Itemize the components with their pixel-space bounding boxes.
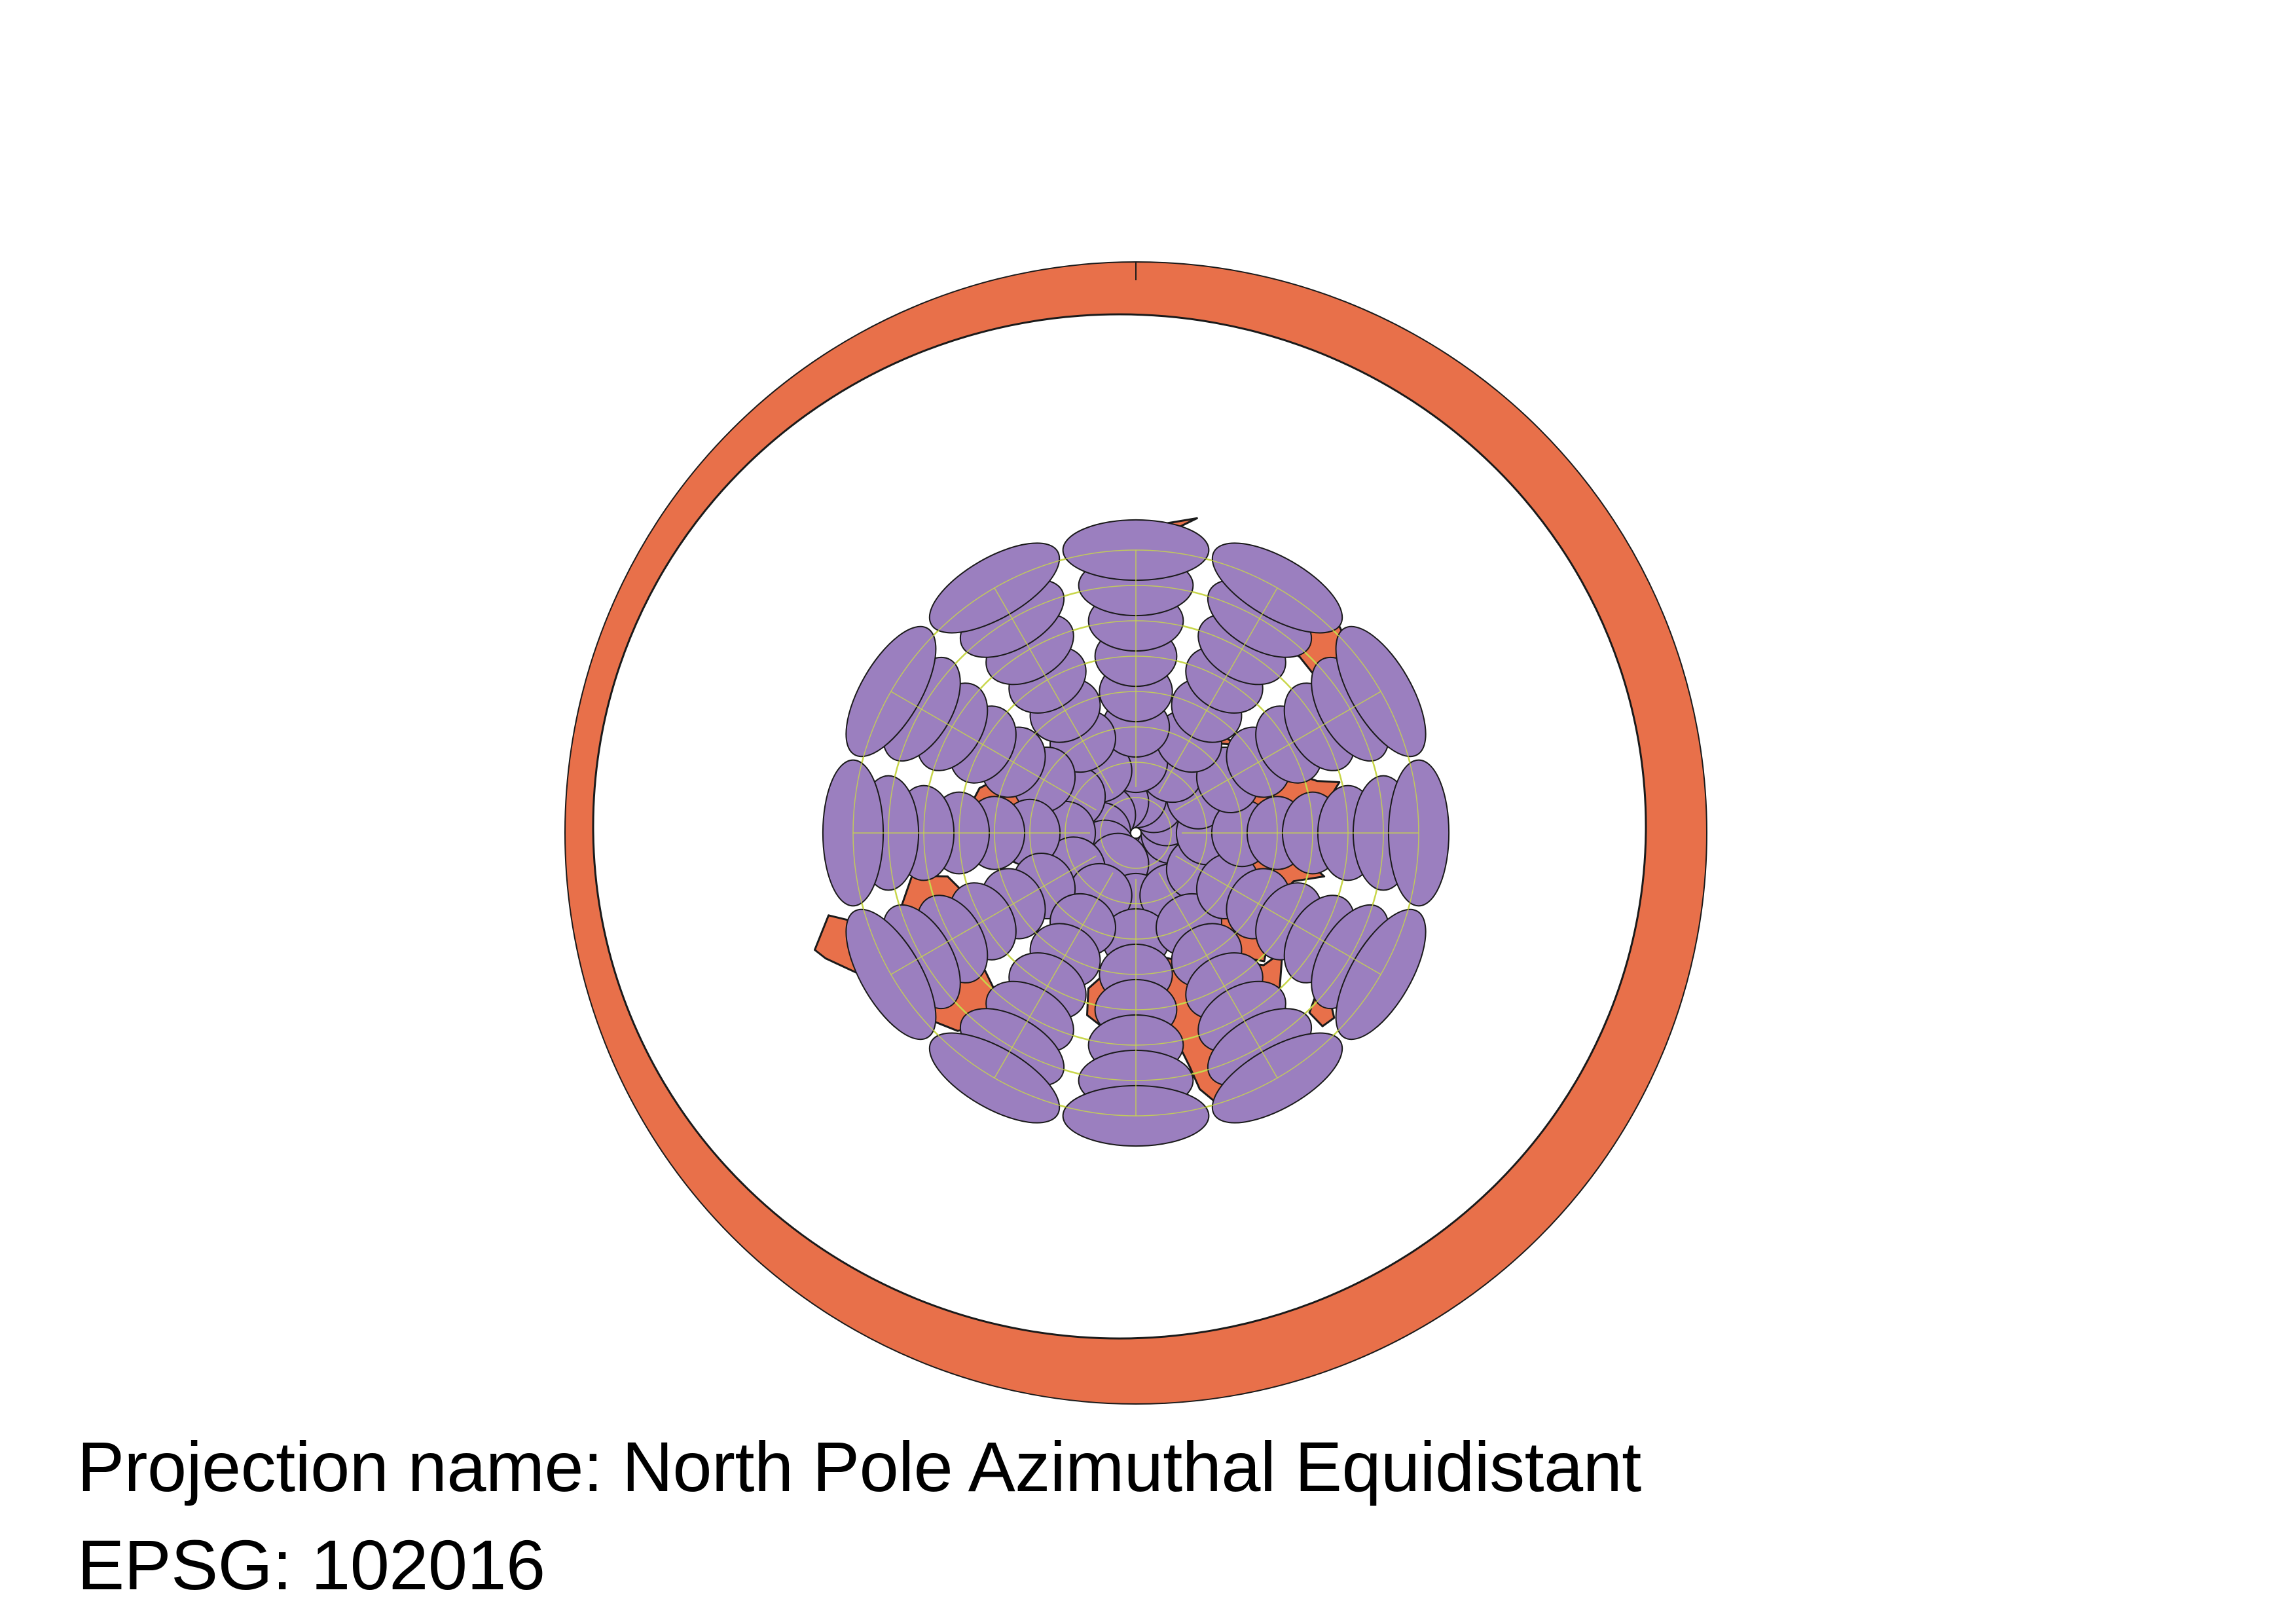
- meridian-overlay-120: [1175, 691, 1381, 811]
- projection-label: Projection name:: [77, 1427, 603, 1506]
- meridian-overlay-330: [994, 872, 1114, 1079]
- meridian-overlay-150: [1158, 587, 1278, 794]
- meridian-overlay-240: [890, 691, 1097, 811]
- parallel-overlay-75: [1100, 797, 1172, 869]
- projection-name-caption: Projection name: North Pole Azimuthal Eq…: [77, 1424, 1641, 1509]
- azimuthal-map: [564, 261, 1707, 1405]
- projection-name: North Pole Azimuthal Equidistant: [621, 1427, 1641, 1506]
- epsg-code: 102016: [311, 1525, 545, 1604]
- meridian-overlay-30: [1158, 872, 1278, 1079]
- epsg-label: EPSG:: [77, 1525, 292, 1604]
- meridian-overlay-210: [994, 587, 1114, 794]
- meridian-overlay-60: [1175, 855, 1381, 975]
- meridian-overlay-300: [890, 855, 1097, 975]
- epsg-caption: EPSG: 102016: [77, 1522, 545, 1608]
